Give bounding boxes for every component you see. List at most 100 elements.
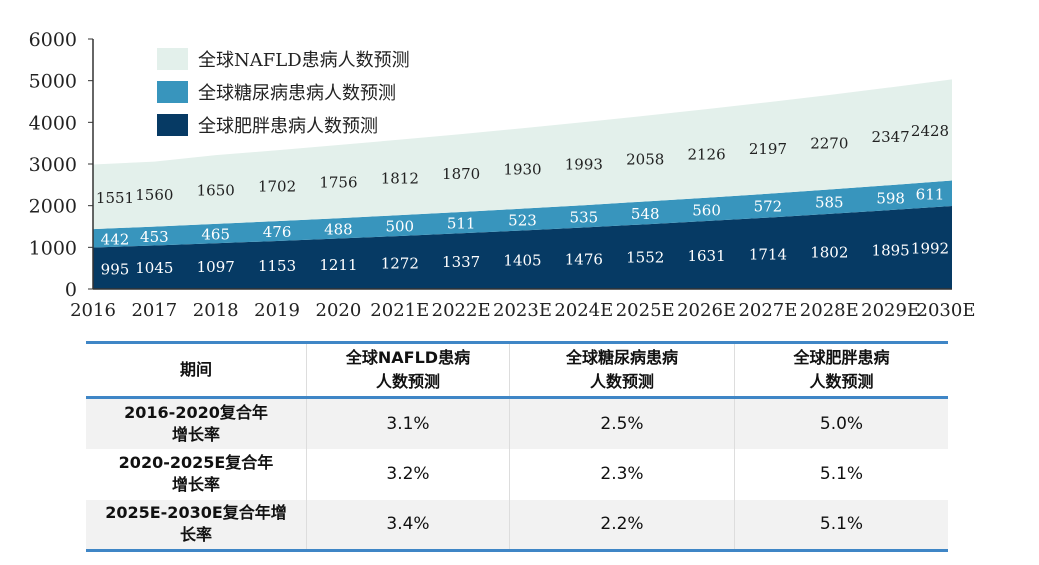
- x-tick-label: 2020: [316, 300, 362, 321]
- area-1: [93, 180, 952, 248]
- x-tick-label: 2022E: [432, 300, 491, 321]
- cagr-table: 期间 全球NAFLD患病 人数预测 全球糖尿病患病 人数预测 全球肥胖患病 人数预测 …: [86, 341, 948, 552]
- data-label: 1631: [687, 247, 725, 265]
- data-label: 2428: [911, 122, 949, 140]
- y-tick-label: 4000: [29, 112, 77, 134]
- data-label: 1045: [135, 259, 173, 277]
- x-tick-label: 2030E: [917, 300, 976, 321]
- data-label: 500: [385, 218, 414, 236]
- table-row: 2020-2025E复合年 增长率 3.2% 2.3% 5.1%: [86, 448, 948, 500]
- x-tick-label: 2027E: [738, 300, 797, 321]
- data-label: 1211: [319, 256, 357, 274]
- y-tick-label: 6000: [29, 29, 77, 51]
- data-label: 1993: [565, 156, 603, 174]
- data-label: 1552: [626, 249, 664, 267]
- legend-swatch: [157, 114, 188, 136]
- data-label: 1870: [442, 165, 480, 183]
- data-label: 560: [692, 201, 721, 219]
- x-tick-label: 2019: [254, 300, 300, 321]
- data-label: 1756: [319, 174, 357, 192]
- x-tick-label: 2025E: [616, 300, 675, 321]
- table-row: 2025E-2030E复合年增 长率 3.4% 2.2% 5.1%: [86, 499, 948, 551]
- y-tick-label: 3000: [29, 154, 77, 176]
- x-tick-label: 2029E: [861, 300, 920, 321]
- nafld-cagr: 3.2%: [306, 448, 510, 500]
- stacked-area-chart: 995 1045 1097 1153 1211 1272 1337 1405 1476 1552 1…: [29, 29, 976, 321]
- header-text: 人数预测: [589, 372, 654, 391]
- data-label: 2058: [626, 151, 664, 169]
- data-label: 611: [916, 185, 945, 203]
- legend-swatch: [157, 81, 188, 103]
- data-label: 2197: [749, 140, 787, 158]
- data-label: 1476: [565, 250, 603, 268]
- x-tick-label: 2028E: [800, 300, 859, 321]
- data-label: 1560: [135, 186, 173, 204]
- data-label: 572: [754, 198, 783, 216]
- data-label: 2126: [687, 145, 725, 163]
- header-text: 人数预测: [809, 372, 874, 391]
- data-label: 585: [815, 194, 844, 212]
- data-label: 1812: [381, 169, 419, 187]
- data-label: 548: [631, 205, 660, 223]
- data-label: 2270: [810, 134, 848, 152]
- data-label: 598: [876, 190, 905, 208]
- data-label: 535: [570, 208, 599, 226]
- data-label: 995: [101, 260, 130, 278]
- legend-swatch: [157, 48, 188, 70]
- data-label: 1930: [503, 160, 541, 178]
- x-tick-label: 2024E: [554, 300, 613, 321]
- header-nafld: 全球NAFLD患病 人数预测: [306, 342, 510, 398]
- x-tick-label: 2021E: [370, 300, 429, 321]
- table-row: 2016-2020复合年 增长率 3.1% 2.5% 5.0%: [86, 397, 948, 449]
- period-cell: 2025E-2030E复合年增 长率: [105, 503, 287, 545]
- data-label: 453: [140, 228, 169, 246]
- x-tick-label: 2016: [70, 300, 116, 321]
- period-cell: 2016-2020复合年 增长率: [124, 402, 268, 444]
- data-label: 1153: [258, 257, 296, 275]
- x-tick-label: 2026E: [677, 300, 736, 321]
- obesity-cagr: 5.1%: [734, 448, 948, 500]
- y-tick-label: 0: [65, 279, 77, 301]
- header-text: 全球肥胖患病: [793, 348, 890, 367]
- data-label: 1097: [197, 258, 235, 276]
- data-label: 1405: [503, 252, 541, 270]
- nafld-cagr: 3.4%: [306, 499, 510, 551]
- data-label: 1714: [749, 245, 787, 263]
- data-label: 1650: [197, 182, 235, 200]
- data-label: 1992: [911, 240, 949, 258]
- obesity-cagr: 5.0%: [734, 397, 948, 449]
- obesity-cagr: 5.1%: [734, 499, 948, 551]
- area-2: [93, 79, 952, 230]
- period-cell: 2020-2025E复合年 增长率: [118, 453, 274, 494]
- diabetes-cagr: 2.5%: [509, 397, 735, 449]
- header-text: 全球糖尿病患病: [565, 348, 678, 367]
- header-text: 人数预测: [375, 372, 440, 391]
- legend-label: 全球糖尿病患病人数预测: [198, 83, 396, 104]
- data-label: 1702: [258, 178, 296, 196]
- y-tick-label: 5000: [29, 71, 77, 93]
- data-label: 511: [447, 215, 476, 233]
- nafld-cagr: 3.1%: [306, 397, 510, 449]
- header-text: 期间: [179, 360, 212, 379]
- data-label: 488: [324, 220, 353, 238]
- legend-label: 全球NAFLD患病人数预测: [198, 50, 410, 71]
- data-label: 1272: [381, 255, 419, 273]
- data-label: 476: [263, 223, 292, 241]
- y-tick-label: 2000: [29, 196, 77, 218]
- header-period: 期间: [86, 343, 307, 398]
- data-label: 1895: [872, 242, 910, 260]
- data-label: 442: [101, 230, 130, 248]
- table-header-row: 期间 全球NAFLD患病 人数预测 全球糖尿病患病 人数预测 全球肥胖患病 人数预测: [86, 342, 948, 398]
- diabetes-cagr: 2.2%: [509, 499, 735, 551]
- header-diabetes: 全球糖尿病患病 人数预测: [509, 342, 735, 398]
- data-label: 523: [508, 212, 537, 230]
- data-label: 1551: [96, 189, 134, 207]
- data-label: 1337: [442, 253, 480, 271]
- header-obesity: 全球肥胖患病 人数预测: [734, 342, 948, 398]
- data-label: 465: [201, 226, 230, 244]
- legend-label: 全球肥胖患病人数预测: [198, 116, 378, 137]
- x-tick-label: 2017: [131, 300, 177, 321]
- data-label: 1802: [810, 243, 848, 261]
- area-0: [93, 206, 952, 289]
- header-text: 全球NAFLD患病: [345, 348, 471, 367]
